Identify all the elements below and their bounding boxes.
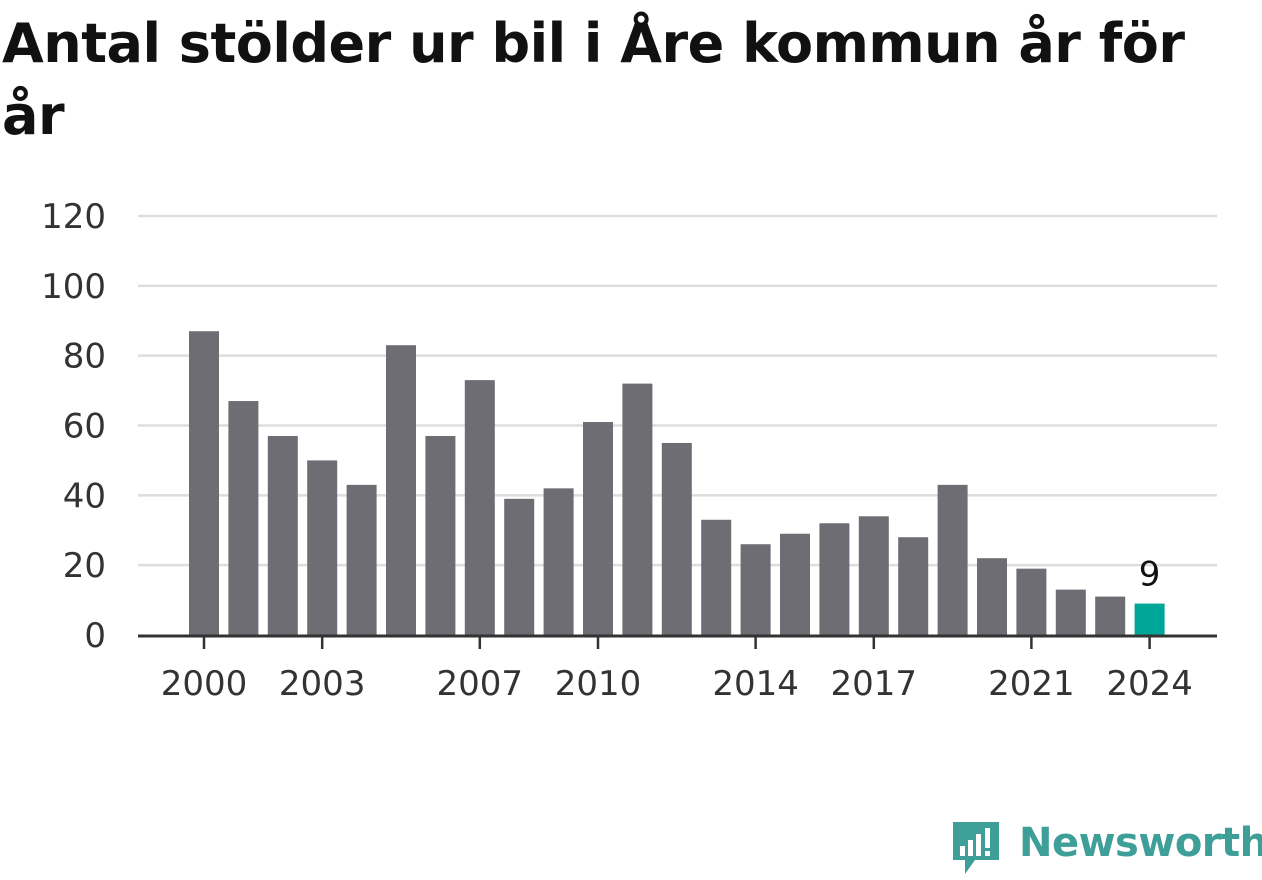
bar-2024 bbox=[1134, 603, 1165, 635]
bar-2006 bbox=[425, 435, 456, 635]
newsworthy-logo-icon bbox=[953, 822, 999, 874]
bar-2014 bbox=[740, 544, 771, 635]
y-tick-label: 0 bbox=[84, 616, 106, 656]
x-tick-label: 2017 bbox=[831, 664, 918, 704]
bar-2018 bbox=[898, 537, 929, 635]
chart-title: Antal stölder ur bil i Åre kommun år för… bbox=[2, 12, 1185, 147]
bar-2010 bbox=[583, 422, 613, 635]
bar-2000 bbox=[189, 331, 219, 635]
bars bbox=[189, 331, 1165, 635]
x-tick-label: 2003 bbox=[279, 664, 366, 704]
x-tick-label: 2000 bbox=[161, 664, 248, 704]
logo-text: Newsworthy bbox=[1019, 820, 1262, 866]
y-tick-label: 60 bbox=[63, 407, 106, 447]
bar-2005 bbox=[386, 345, 416, 635]
bar-2009 bbox=[543, 488, 574, 635]
y-tick-label: 20 bbox=[63, 546, 106, 586]
bar-2001 bbox=[228, 401, 259, 635]
y-tick-label: 40 bbox=[63, 476, 106, 516]
y-tick-label: 120 bbox=[41, 197, 106, 237]
y-tick-label: 80 bbox=[63, 337, 106, 377]
bar-2022 bbox=[1055, 589, 1086, 635]
bar-2015 bbox=[780, 533, 810, 635]
bar-2011 bbox=[622, 383, 653, 635]
bar-2021 bbox=[1016, 568, 1047, 635]
bar-2004 bbox=[346, 484, 377, 635]
bar-2013 bbox=[701, 519, 732, 635]
x-tick-label: 2021 bbox=[988, 664, 1075, 704]
newsworthy-logo: Newsworthy bbox=[951, 818, 1262, 880]
bar-2020 bbox=[977, 558, 1007, 635]
bar-2003 bbox=[307, 460, 338, 635]
y-axis: 0 20 40 60 80 100 120 bbox=[41, 197, 106, 656]
bar-2012 bbox=[661, 442, 692, 635]
y-tick-label: 100 bbox=[41, 267, 106, 307]
data-label-2024: 9 bbox=[1139, 555, 1161, 595]
bar-2023 bbox=[1095, 596, 1126, 635]
bar-2002 bbox=[267, 435, 298, 635]
bar-2017 bbox=[858, 516, 889, 635]
x-tick-label: 2024 bbox=[1106, 664, 1193, 704]
bar-2019 bbox=[937, 484, 968, 635]
bar-2008 bbox=[504, 498, 535, 635]
x-tick-label: 2007 bbox=[437, 664, 524, 704]
x-tick-label: 2010 bbox=[555, 664, 642, 704]
bar-2016 bbox=[819, 523, 850, 635]
bar-2007 bbox=[464, 380, 495, 635]
x-tick-label: 2014 bbox=[712, 664, 799, 704]
x-axis: 2000 2003 2007 2010 2014 2017 2021 2024 bbox=[138, 634, 1217, 704]
data-labels: 9 bbox=[1139, 555, 1161, 595]
